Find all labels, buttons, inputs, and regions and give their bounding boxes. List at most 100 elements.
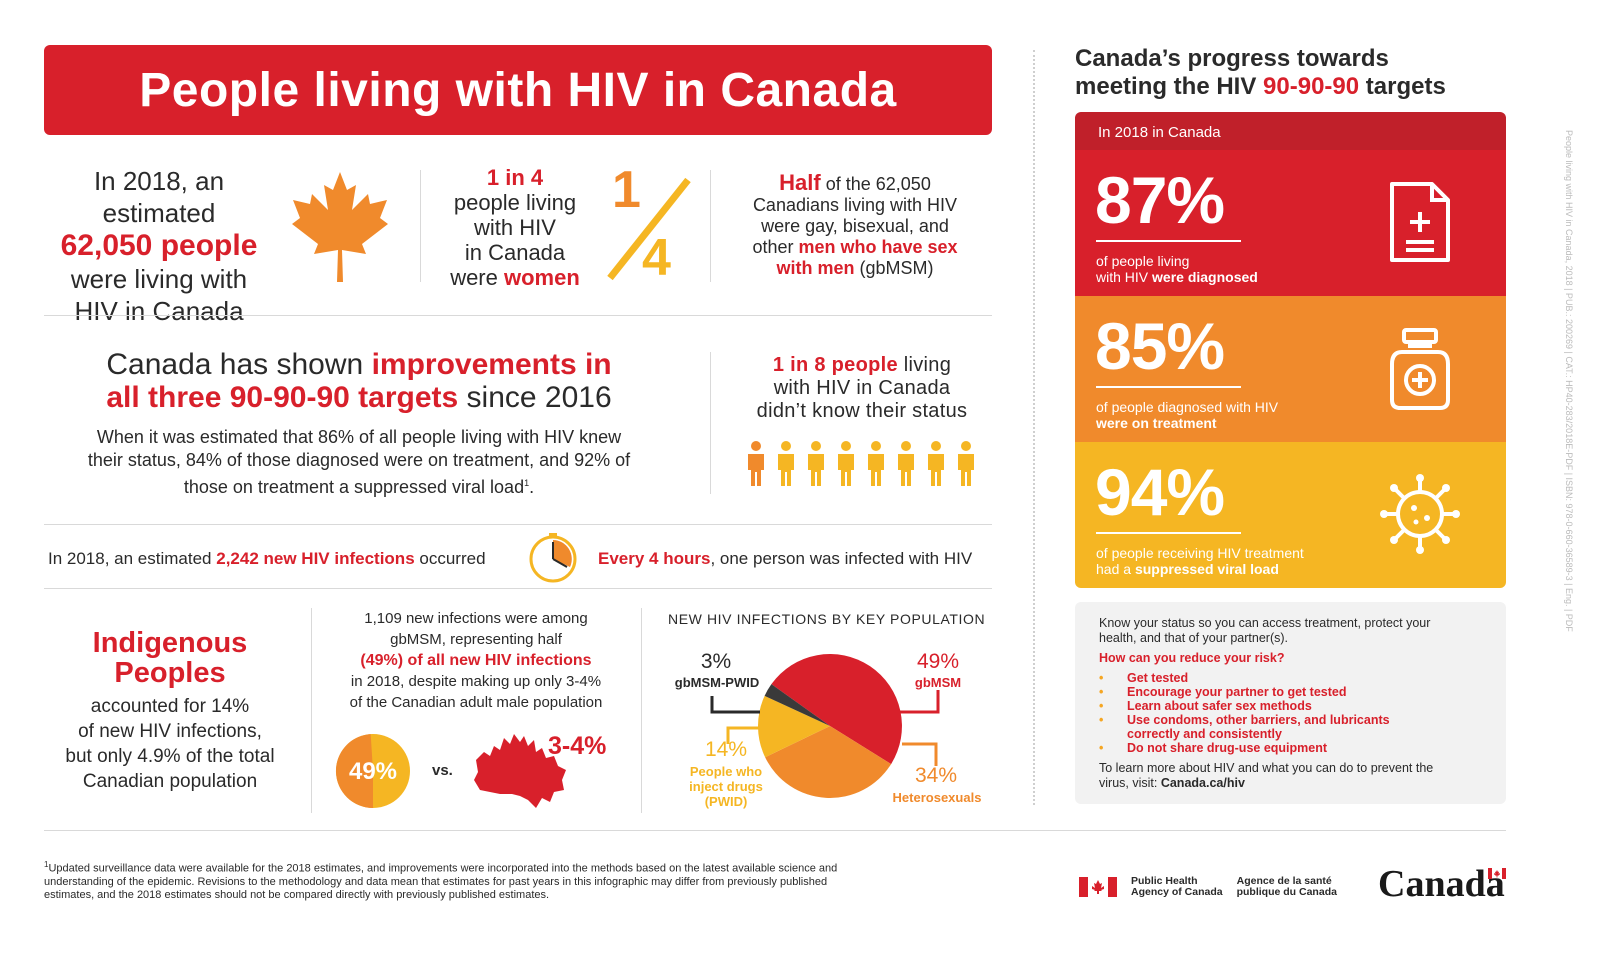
divider: [44, 524, 992, 525]
tips-question: How can you reduce your risk?: [1099, 651, 1285, 665]
fraction-denominator: 4: [642, 229, 671, 287]
gbmsm-l3: (49%) of all new HIV infections: [360, 652, 592, 669]
improvements-body1: When it was estimated that 86% of all pe…: [96, 427, 622, 447]
divider: [420, 170, 421, 282]
pie-label-gbmsm-pwid-value: 3%: [700, 650, 732, 673]
agency-en1: Public Health: [1131, 875, 1198, 887]
panel-label: In 2018 in Canada: [1075, 112, 1506, 150]
unaware-t1: living: [903, 354, 952, 376]
divider: [44, 588, 992, 589]
progress-head-highlight: 90-90-90: [1263, 73, 1360, 100]
chart-title: NEW HIV INFECTIONS BY KEY POPULATION: [668, 611, 986, 627]
indigenous-body: accounted for 14% of new HIV infections,…: [44, 694, 296, 794]
tips-intro: Know your status so you can access treat…: [1099, 616, 1486, 646]
hiv-link[interactable]: Canada.ca/hiv: [1160, 776, 1245, 790]
progress-underline: [1096, 240, 1241, 242]
footnote-marker: 1: [524, 478, 530, 488]
tip-item: Use condoms, other barriers, and lubrica…: [1099, 713, 1486, 727]
leader-line-heterosexuals: [902, 742, 938, 766]
progress-desc: of people diagnosed with HIV were on tre…: [1096, 399, 1278, 431]
desc-line2: had a: [1096, 561, 1132, 577]
person-icon: [778, 441, 794, 486]
improvements-heading: Canada has shown improvements in all thr…: [54, 348, 664, 414]
pie-slice-people-who-inject-drugs-pwid: [758, 695, 830, 758]
footnote-l3: estimates, and the 2018 estimates should…: [44, 888, 550, 901]
half-block: Half of the 62,050 Canadians living with…: [720, 172, 990, 279]
person-icon-highlighted: [748, 441, 764, 486]
women-line1: people living: [453, 190, 577, 215]
half-t1: of the 62,050: [825, 174, 931, 194]
new-infections-t1: In 2018, an estimated: [48, 549, 212, 568]
leader-line-pwid: [726, 726, 770, 744]
unaware-t3: didn’t know their status: [756, 400, 968, 422]
improvements-body-end: .: [529, 477, 535, 497]
indigenous-title: Indigenous Peoples: [54, 628, 286, 688]
women-highlight2: women: [504, 265, 580, 290]
improvements-body3: those on treatment a suppressed viral lo…: [183, 477, 525, 497]
pie-label-pwid-value: 14%: [704, 738, 748, 761]
half-t2: Canadians living with HIV: [752, 195, 958, 215]
pie-label-gbmsm-value: 49%: [916, 650, 960, 673]
tip-item: Learn about safer sex methods: [1099, 699, 1486, 713]
indigenous-b3: but only 4.9% of the total: [65, 746, 275, 767]
improvements-body: When it was estimated that 86% of all pe…: [54, 426, 664, 499]
unaware-t2: with HIV in Canada: [773, 377, 951, 399]
pwid-sub3: (PWID): [704, 794, 748, 809]
progress-head1: Canada’s progress towards: [1075, 45, 1389, 72]
unaware-block: 1 in 8 people living with HIV in Canada …: [722, 354, 1002, 423]
estimate-block: In 2018, an estimated 62,050 people were…: [44, 165, 274, 327]
fraction-numerator: 1: [612, 161, 641, 219]
tips-intro2: health, and that of your partner(s).: [1099, 631, 1288, 645]
agency-fr1: Agence de la santé: [1236, 875, 1332, 887]
medicine-bottle-icon: [1390, 328, 1450, 410]
improvements-body2: their status, 84% of those diagnosed wer…: [87, 450, 631, 470]
pie-slice-gbmsm-pwid: [764, 684, 830, 726]
pie-slice-heterosexuals: [765, 726, 892, 798]
gbmsm-l4: in 2018, despite making up only 3-4%: [350, 673, 602, 690]
page-title: People living with HIV in Canada: [139, 63, 897, 117]
pie-label-heterosexuals-value: 34%: [914, 764, 958, 787]
canada-map-icon: [474, 734, 566, 808]
indigenous-title1: Indigenous: [92, 627, 248, 659]
indigenous-b4: Canadian population: [82, 771, 258, 792]
column-separator: [1033, 50, 1035, 805]
leader-line-gbmsm: [900, 690, 940, 714]
fraction-graphic: 1 4: [600, 160, 695, 287]
women-block: 1 in 4 people living with HIV in Canada …: [430, 165, 600, 290]
women-line3: in Canada: [464, 240, 566, 265]
wordmark-flag-icon: [1488, 868, 1506, 879]
progress-desc: of people receiving HIV treatment had a …: [1096, 545, 1304, 577]
vs-label: vs.: [432, 762, 453, 779]
indigenous-b1: accounted for 14%: [90, 696, 250, 717]
pie-label-gbmsm-name: gbMSM: [914, 675, 962, 690]
improvements-h1: improvements in: [371, 348, 612, 381]
improvements-h2: all three 90-90-90 targets: [106, 381, 459, 414]
divider: [641, 608, 642, 813]
new-infections-t2: occurred: [419, 549, 486, 568]
half-t3: were gay, bisexual, and: [761, 216, 949, 236]
person-icon: [868, 441, 884, 486]
canada-flag-icon: [1079, 877, 1117, 897]
progress-head2: meeting the HIV: [1075, 73, 1257, 100]
pie-label-heterosexuals-name: Heterosexuals: [892, 790, 982, 805]
progress-suppressed: 94% of people receiving HIV treatment ha…: [1075, 442, 1506, 588]
every-4-hours-highlight: Every 4 hours: [598, 549, 711, 568]
gbmsm-l5: of the Canadian adult male population: [349, 694, 603, 711]
agency-fr: Agence de la santé publique du Canada: [1237, 876, 1337, 898]
pie-label-gbmsm-pwid-name: gbMSM-PWID: [674, 675, 760, 690]
canada-wordmark: Canada: [1378, 862, 1506, 906]
desc-bold: were on treatment: [1096, 415, 1217, 431]
tips-more: To learn more about HIV and what you can…: [1099, 761, 1486, 791]
agency-en2: Agency of Canada: [1131, 886, 1223, 898]
progress-treatment: 85% of people diagnosed with HIV were on…: [1075, 296, 1506, 442]
progress-value: 94%: [1095, 455, 1225, 529]
gbmsm-l2: gbMSM, representing half: [390, 631, 562, 648]
leader-line-gbmsm-pwid: [710, 696, 760, 714]
circle-49-fill: [335, 734, 373, 808]
gbmsm-new-body: 1,109 new infections were among gbMSM, r…: [326, 608, 626, 713]
tip-item: Get tested: [1099, 671, 1486, 685]
person-icon: [928, 441, 944, 486]
new-infections-text: In 2018, an estimated 2,242 new HIV infe…: [48, 549, 486, 569]
map-percentage: 3-4%: [548, 732, 607, 760]
virus-icon: [1380, 474, 1460, 554]
